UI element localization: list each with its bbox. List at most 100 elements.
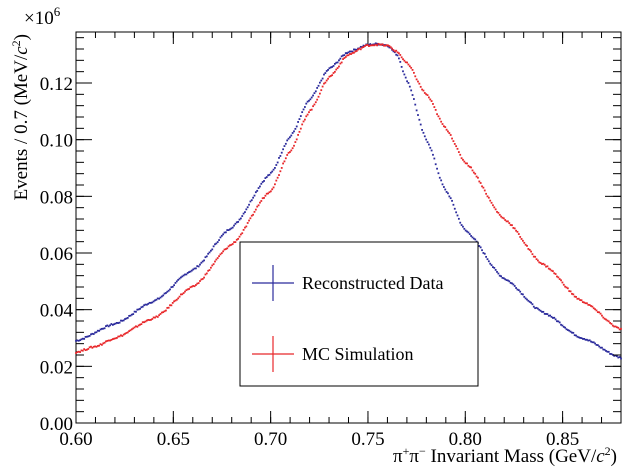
data-point xyxy=(616,326,618,329)
data-point xyxy=(407,82,410,84)
data-point xyxy=(128,315,131,317)
data-point xyxy=(573,295,576,298)
data-point xyxy=(231,243,234,245)
data-point xyxy=(105,325,107,327)
data-point xyxy=(91,332,94,335)
data-point xyxy=(562,325,565,328)
data-point xyxy=(286,154,289,156)
data-point xyxy=(185,289,188,292)
data-point xyxy=(392,50,395,53)
data-point xyxy=(463,227,466,230)
series-mc-simulation xyxy=(75,42,622,354)
data-point xyxy=(178,277,181,280)
legend-label: MC Simulation xyxy=(302,344,414,364)
data-point xyxy=(83,337,86,340)
data-point xyxy=(605,318,607,321)
data-point xyxy=(238,218,241,221)
data-point xyxy=(173,284,175,287)
data-point xyxy=(433,106,436,108)
data-point xyxy=(289,151,291,153)
data-point xyxy=(92,345,95,348)
data-point xyxy=(301,123,304,126)
data-point xyxy=(455,145,458,148)
data-point xyxy=(519,236,522,238)
data-point xyxy=(276,176,279,179)
data-point xyxy=(166,290,169,293)
data-point xyxy=(485,192,488,195)
data-point xyxy=(114,322,117,325)
data-point xyxy=(613,325,616,328)
data-point xyxy=(534,307,537,310)
data-point xyxy=(215,242,218,245)
data-point xyxy=(305,115,308,118)
data-point xyxy=(535,306,538,309)
data-point xyxy=(562,283,565,286)
data-point xyxy=(339,57,342,60)
data-point xyxy=(331,74,334,77)
y-tick-label: 0.06 xyxy=(40,244,73,265)
ticks-layer xyxy=(75,32,622,424)
data-point xyxy=(599,312,602,315)
data-point xyxy=(245,225,248,228)
data-point xyxy=(451,199,453,202)
data-point xyxy=(403,73,406,76)
data-point xyxy=(560,279,562,282)
data-point xyxy=(340,55,343,58)
data-point xyxy=(502,277,505,280)
data-point xyxy=(148,319,151,321)
data-point xyxy=(214,260,216,263)
data-point xyxy=(579,336,582,339)
y-tick-label: 0.10 xyxy=(40,131,73,152)
data-point xyxy=(569,330,572,333)
data-point xyxy=(239,217,242,220)
data-point xyxy=(557,320,560,323)
data-point xyxy=(391,48,393,51)
data-point xyxy=(490,264,493,267)
data-point xyxy=(100,327,103,330)
data-point xyxy=(542,310,545,313)
data-point xyxy=(190,285,193,288)
data-point xyxy=(332,65,335,67)
data-point xyxy=(90,345,92,348)
data-point xyxy=(603,348,606,351)
data-point xyxy=(393,50,396,53)
data-point xyxy=(257,204,260,207)
data-point xyxy=(611,353,614,356)
data-point xyxy=(532,255,535,258)
data-point xyxy=(290,134,293,137)
data-point xyxy=(517,233,520,235)
data-point xyxy=(135,325,137,328)
data-point xyxy=(339,62,342,65)
data-point xyxy=(569,290,572,293)
data-point xyxy=(492,204,494,207)
data-point xyxy=(342,58,344,60)
data-point xyxy=(325,70,328,72)
data-point xyxy=(113,337,116,340)
data-point xyxy=(408,65,411,68)
data-point xyxy=(466,230,468,233)
data-point xyxy=(212,245,215,248)
data-point xyxy=(321,77,324,80)
data-point xyxy=(305,102,308,105)
data-point xyxy=(244,226,246,229)
data-point xyxy=(426,94,429,97)
data-point xyxy=(169,304,171,307)
data-point xyxy=(513,227,516,230)
data-point xyxy=(215,258,218,261)
data-point xyxy=(610,353,613,355)
data-point xyxy=(143,321,146,324)
data-point xyxy=(244,211,246,214)
data-point xyxy=(256,205,259,208)
data-point xyxy=(546,313,549,315)
data-point xyxy=(184,273,186,276)
data-point xyxy=(336,67,339,69)
data-point xyxy=(606,319,609,322)
data-point xyxy=(429,98,432,101)
data-point xyxy=(86,348,88,351)
data-point xyxy=(576,335,579,338)
x-tick-label: 0.70 xyxy=(254,429,287,450)
data-point xyxy=(159,313,162,315)
data-point xyxy=(335,61,338,64)
data-point xyxy=(151,318,154,320)
data-point xyxy=(283,145,286,147)
